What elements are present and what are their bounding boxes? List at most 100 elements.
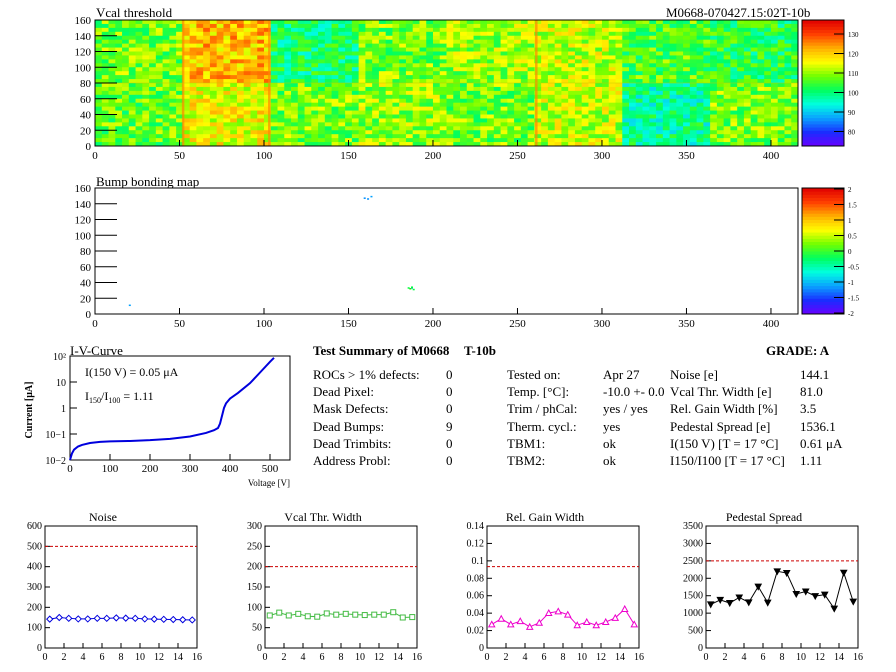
vcal-cell [703,118,711,123]
vcal-cell [155,83,163,88]
vcal-cell [318,134,326,139]
vcal-cell [291,39,299,45]
vcal-cell [487,90,495,96]
vcal-cell [209,43,218,48]
vcal-cell [331,55,339,60]
vcal-cell [696,55,704,60]
vcal-cell [473,126,481,131]
vcal-cell [615,63,623,68]
vcal-cell [487,55,495,60]
vcal-cell [169,55,177,60]
vcal-cell [493,35,501,41]
vcal-cell [649,63,657,68]
vcal-cell [649,126,657,131]
vcal-cell [331,23,339,29]
vcal-cell [642,134,650,139]
vcal-cell [284,27,292,33]
vcal-cell [426,23,434,29]
vcal-cell [710,79,718,84]
vcal-cell [716,118,725,123]
bump-palette-band [802,269,844,274]
vcal-cell [791,55,799,60]
vcal-cell [324,31,332,37]
vcal-cell [432,67,441,72]
vcal-cell [142,86,150,92]
vcal-cell [601,142,610,147]
vcal-cell [426,67,434,72]
vcal-cell [757,35,765,41]
vcal-cell [372,106,380,111]
vcal-cell [257,51,265,56]
vcal-cell [365,114,373,119]
vcal-cell [635,67,643,72]
vcal-cell [372,59,380,64]
vcal-cell [480,142,488,147]
vcal-cell [176,59,184,64]
vcal-cell [777,90,785,96]
vcal-cell [365,23,373,29]
vcal-cell [203,59,211,64]
vcal-cell [135,130,143,135]
vcal-cell [696,90,704,96]
pedestal-point [820,591,829,599]
vcal-cell [791,94,799,100]
vcal-cell [554,75,562,80]
vcal-cell [466,79,474,84]
vcal-cell [656,94,664,100]
noise-x-tick-label: 14 [173,652,183,663]
vcal-cell [669,23,677,29]
vcal-cell [642,126,650,131]
vcal-cell [662,63,670,68]
vcal-cell [365,142,373,147]
vcal-cell [791,110,799,115]
vcal-cell [500,114,508,119]
vcal-cell [743,55,752,60]
vcal-cell [716,59,725,64]
vcal-cell [723,90,731,96]
vcal-cell [493,47,501,52]
vcal-cell [622,118,630,123]
vcal-cell [392,130,400,135]
vcal-cell [236,134,245,139]
vcal-cell [460,134,468,139]
vcal-cell [263,71,272,76]
vcal-cell [629,27,637,33]
vcal-cell [223,118,231,123]
vcal-cell [595,83,603,88]
vcal-cell [514,90,522,96]
vcal-cell [635,102,643,108]
vcal-cell [115,31,123,37]
vcal-cell [439,102,447,108]
vcal-cell [284,126,292,131]
bump-palette-band [802,257,844,261]
vcal-cell [263,130,272,135]
vcal-cell [487,27,495,33]
vcal-cell [642,94,650,100]
vcal-cell [642,122,650,127]
vcal-cell [243,142,251,147]
vcal-cell [737,31,745,37]
vcal-cell [791,86,799,92]
vcal-cell [757,106,765,111]
vcal-cell [108,106,116,111]
vcal-cell [493,122,501,127]
vcal-cell [656,98,664,104]
vcal-cell [101,75,109,80]
vcal-cell [446,35,454,41]
vcal-cell [318,126,326,131]
vcal-x-tick-label: 0 [92,150,98,162]
vcal-palette-band [802,51,844,56]
iv-x-tick-label: 500 [262,463,279,475]
vcal-cell [338,134,346,139]
vcal-cell [527,122,535,127]
vcal-cell [291,106,299,111]
vcal-cell [473,23,481,29]
vcal-cell [351,130,360,135]
vcal-cell [351,126,360,131]
vcal-cell [737,27,745,33]
vcal-cell [622,23,630,29]
vcal-cell [622,98,630,104]
vcal-cell [176,94,184,100]
vcal-cell [155,114,163,119]
pedestal-point [839,569,848,577]
